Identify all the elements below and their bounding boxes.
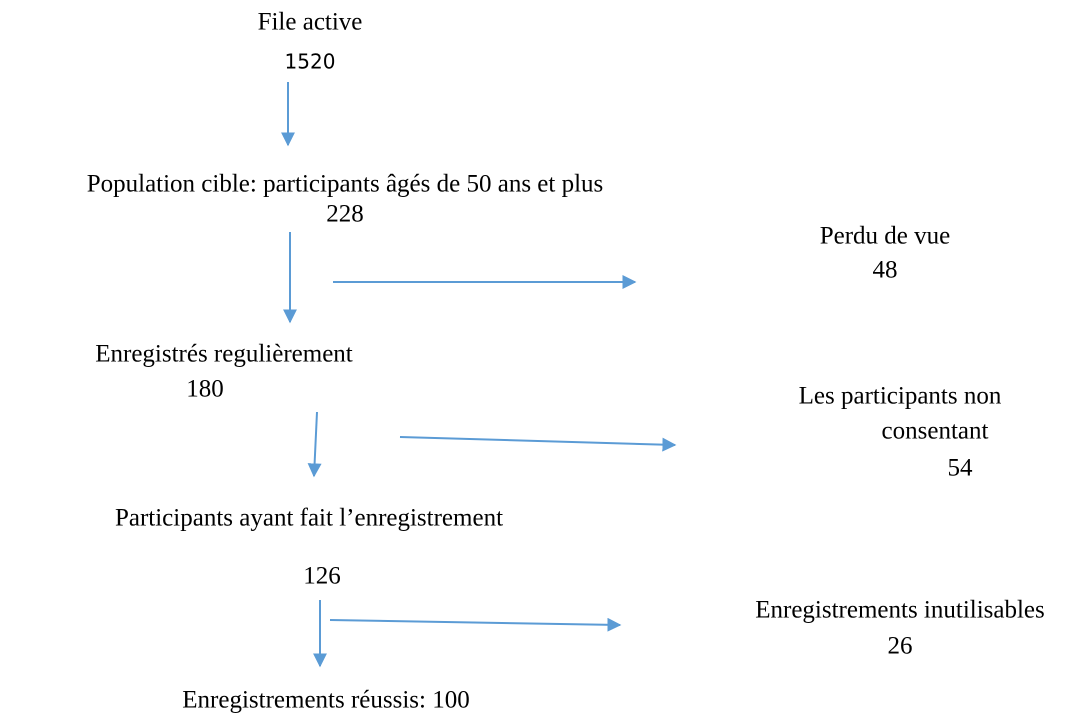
node-label: Enregistrements inutilisables [755,597,1045,624]
node-label: Les participants non [799,383,1002,410]
node-count: 180 [186,376,224,403]
node-label: consentant [882,418,989,445]
node-count: 126 [303,563,341,590]
node-count: 54 [948,455,974,482]
node-label: Participants ayant fait l’enregistrement [115,505,503,532]
arrow [307,411,322,478]
node-label: Enregistrements réussis: 100 [182,687,469,714]
arrow [329,617,622,632]
node-count: 26 [888,633,913,660]
node-label: Enregistrés regulièrement [95,341,353,368]
node-count: 48 [873,257,898,284]
node-label: Perdu de vue [820,223,951,250]
node-count: 228 [326,201,364,228]
node-label: Population cible: participants âgés de 5… [87,171,604,198]
arrow [399,436,677,452]
node-label: File active [258,9,363,36]
node-count: 1520 [285,50,336,74]
